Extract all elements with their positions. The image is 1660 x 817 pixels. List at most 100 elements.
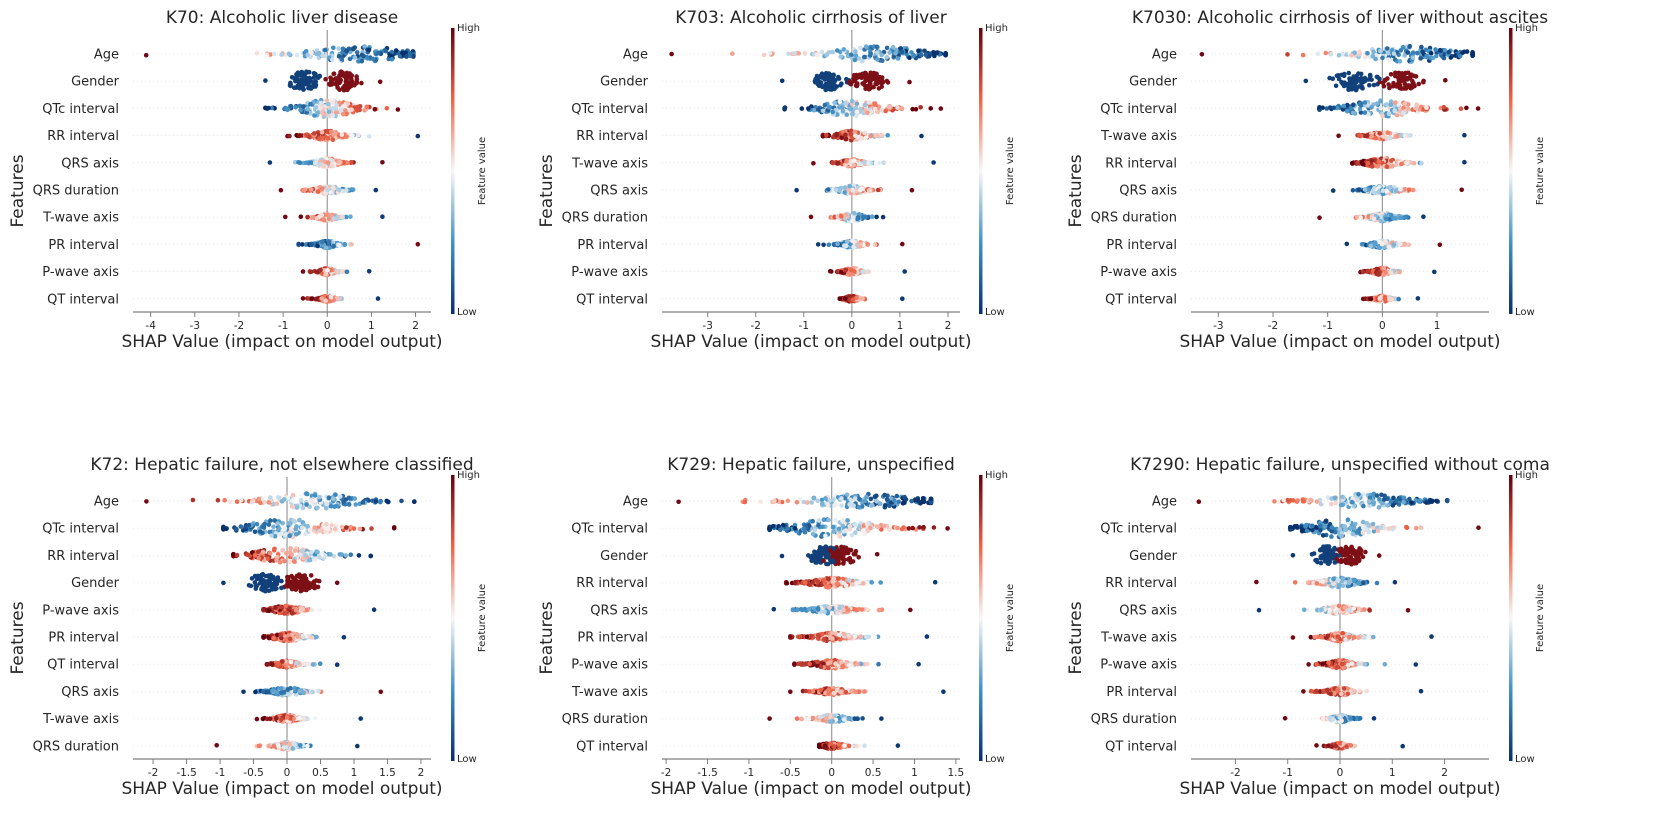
shap-point (874, 44, 880, 50)
shap-point (1349, 53, 1354, 58)
shap-point (309, 296, 315, 301)
shap-point (282, 526, 288, 531)
shap-point (1470, 53, 1475, 58)
feature-label: QT interval (1105, 292, 1177, 307)
shap-point (326, 495, 332, 501)
shap-point (353, 502, 359, 507)
shap-point (310, 215, 316, 220)
shap-point (286, 51, 292, 56)
shap-point (356, 132, 361, 138)
shap-point (1355, 160, 1360, 165)
shap-point (276, 526, 282, 531)
shap-point (279, 52, 284, 57)
shap-point (899, 49, 905, 55)
x-tick-label: -3 (702, 320, 712, 332)
shap-point (327, 82, 333, 88)
shap-point (1403, 86, 1409, 91)
beeswarm-age (1199, 43, 1475, 64)
shap-point (300, 242, 305, 247)
x-tick-label: 0 (849, 320, 856, 332)
shap-point (1351, 102, 1356, 108)
shap-point (1462, 132, 1467, 138)
beeswarm-pr-interval (815, 238, 905, 251)
shap-point (327, 245, 332, 251)
shap-point (861, 214, 866, 220)
shap-point (820, 84, 825, 90)
shap-point (294, 52, 300, 58)
feature-label: QRS axis (1119, 184, 1177, 199)
shap-point (1464, 105, 1469, 111)
shap-point (352, 496, 358, 501)
shap-point (325, 188, 330, 193)
shap-point (268, 518, 273, 523)
shap-point (887, 104, 892, 110)
shap-point (308, 101, 313, 107)
shap-point (1428, 51, 1434, 56)
shap-point (325, 268, 330, 273)
shap-point (380, 214, 385, 219)
shap-point (332, 504, 337, 509)
shap-point (332, 526, 338, 532)
shap-point (238, 524, 244, 529)
shap-point (264, 106, 270, 111)
shap-point (372, 107, 378, 112)
shap-point (923, 52, 928, 57)
shap-point (855, 216, 860, 222)
shap-point (881, 160, 886, 165)
x-tick-label: 0 (324, 320, 331, 332)
shap-point (1362, 100, 1368, 105)
feature-label: RR interval (47, 129, 119, 144)
shap-point (1396, 296, 1401, 302)
shap-point (307, 269, 313, 275)
colorbar-low-label: Low (985, 307, 1005, 318)
shap-point (899, 106, 905, 111)
shap-point (1303, 78, 1309, 84)
shap-point (395, 107, 401, 112)
shap-point (290, 493, 296, 498)
shap-point (297, 517, 302, 523)
shap-point (1432, 269, 1437, 275)
shap-point (384, 498, 390, 504)
shap-point (1375, 164, 1380, 169)
shap-point (1378, 48, 1383, 54)
shap-point (823, 70, 829, 76)
shap-point (848, 128, 854, 134)
shap-point (843, 100, 848, 106)
shap-point (856, 242, 862, 247)
shap-point (317, 162, 323, 167)
shap-point (1377, 296, 1382, 301)
shap-point (329, 129, 334, 135)
shap-point (221, 526, 226, 532)
shap-point (1390, 163, 1395, 168)
shap-point (825, 187, 831, 192)
beeswarm-qrs-duration (1317, 211, 1426, 224)
shap-point (296, 242, 301, 247)
shap-point (1386, 51, 1391, 56)
shap-point (850, 297, 856, 303)
shap-point (289, 75, 295, 80)
shap-point (928, 106, 933, 111)
shap-point (1430, 55, 1436, 61)
shap-point (325, 160, 331, 165)
colorbar-high-label: High (1515, 23, 1538, 34)
shap-point (1357, 49, 1362, 55)
shap-point (1388, 72, 1394, 77)
shap-point (875, 109, 881, 115)
shap-point (288, 103, 294, 109)
shap-point (822, 102, 828, 108)
shap-point (362, 44, 367, 49)
shap-point (288, 526, 294, 531)
shap-point (384, 106, 390, 111)
shap-point (1300, 52, 1306, 58)
shap-point (1380, 188, 1386, 193)
shap-point (307, 528, 313, 533)
shap-point (1402, 133, 1408, 139)
shap-point (341, 499, 346, 505)
shap-point (895, 105, 900, 111)
shap-point (1418, 56, 1423, 61)
shap-point (376, 50, 381, 56)
shap-point (317, 528, 323, 534)
shap-point (329, 522, 334, 528)
shap-point (824, 132, 829, 138)
x-axis-label: SHAP Value (impact on model output) (1179, 332, 1500, 352)
